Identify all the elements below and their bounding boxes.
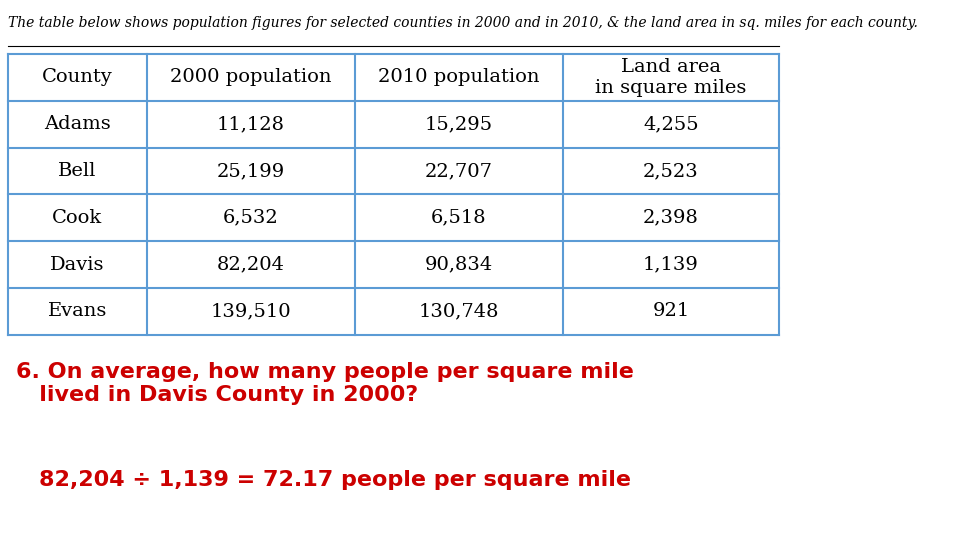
Text: 82,204 ÷ 1,139 = 72.17 people per square mile: 82,204 ÷ 1,139 = 72.17 people per square… <box>39 470 632 490</box>
Text: 2,398: 2,398 <box>643 209 699 227</box>
Text: 139,510: 139,510 <box>210 302 291 320</box>
Text: Evans: Evans <box>48 302 107 320</box>
Text: 90,834: 90,834 <box>424 255 493 274</box>
Text: 1,139: 1,139 <box>643 255 699 274</box>
Text: 6,518: 6,518 <box>431 209 487 227</box>
Text: Land area
in square miles: Land area in square miles <box>595 58 747 97</box>
Text: 130,748: 130,748 <box>419 302 499 320</box>
Text: Cook: Cook <box>52 209 103 227</box>
Text: 6,532: 6,532 <box>223 209 278 227</box>
Text: 2,523: 2,523 <box>643 162 699 180</box>
Text: Davis: Davis <box>50 255 105 274</box>
Text: 82,204: 82,204 <box>217 255 285 274</box>
Text: 15,295: 15,295 <box>425 115 492 133</box>
Text: 6. On average, how many people per square mile
   lived in Davis County in 2000?: 6. On average, how many people per squar… <box>15 362 634 405</box>
Text: 25,199: 25,199 <box>217 162 285 180</box>
Text: 2000 population: 2000 population <box>170 69 331 86</box>
Text: County: County <box>42 69 112 86</box>
Text: Bell: Bell <box>58 162 96 180</box>
Text: 4,255: 4,255 <box>643 115 699 133</box>
Text: 2010 population: 2010 population <box>378 69 540 86</box>
Text: 11,128: 11,128 <box>217 115 285 133</box>
Text: 921: 921 <box>652 302 689 320</box>
Text: The table below shows population figures for selected counties in 2000 and in 20: The table below shows population figures… <box>8 16 918 30</box>
Text: 22,707: 22,707 <box>425 162 492 180</box>
Text: Adams: Adams <box>44 115 110 133</box>
